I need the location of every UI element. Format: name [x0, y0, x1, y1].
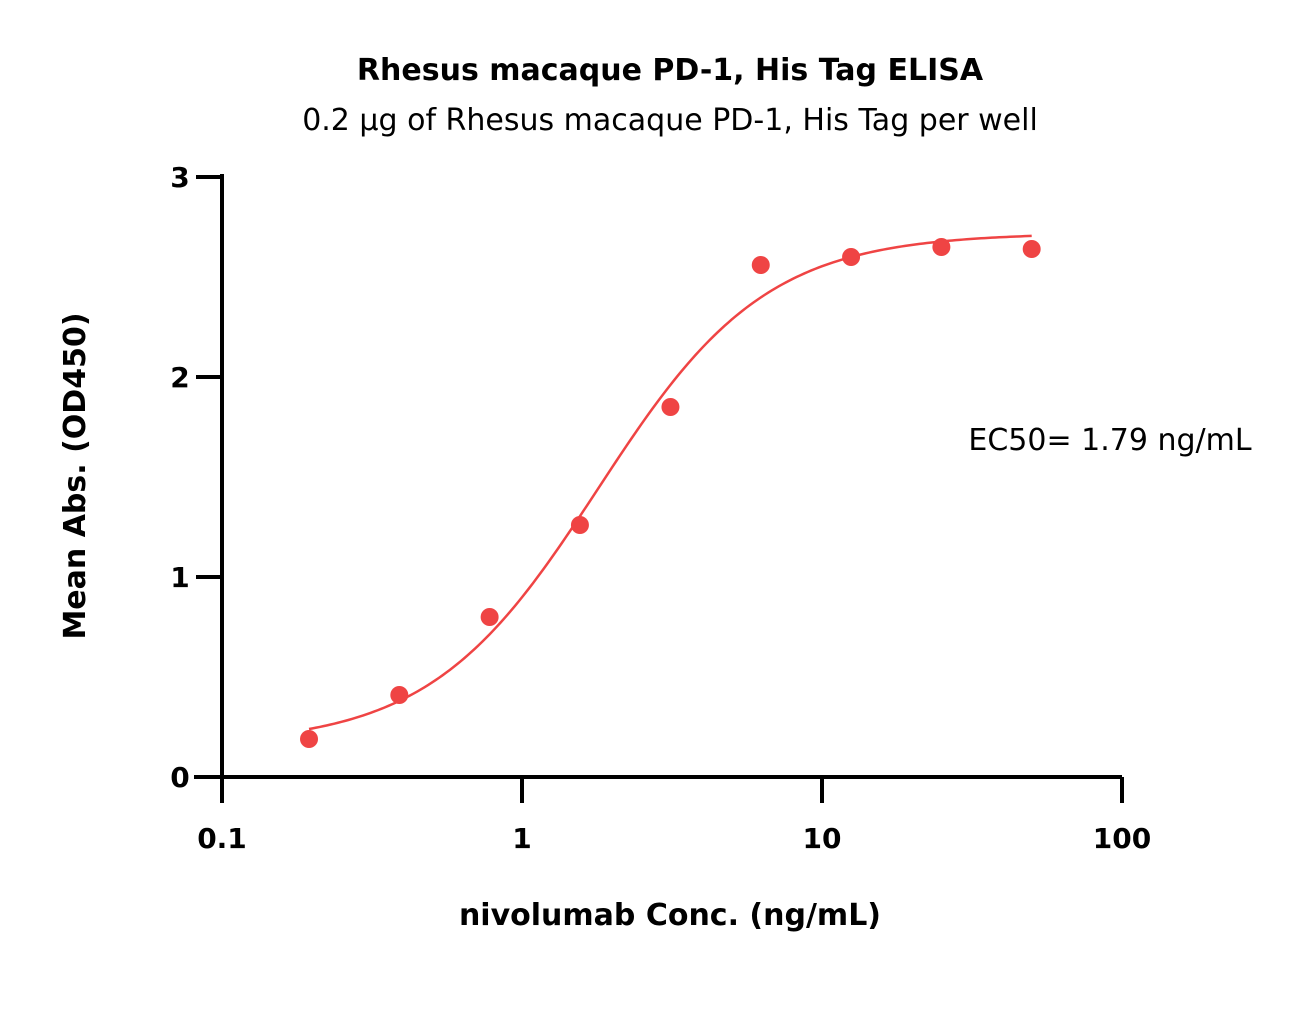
- data-point: [1022, 240, 1041, 258]
- y-tick-label: 0: [170, 761, 189, 794]
- axes: [194, 174, 1122, 799]
- y-tick-label: 1: [170, 561, 189, 594]
- data-point: [300, 730, 319, 748]
- data-point: [661, 398, 680, 416]
- data-point: [932, 238, 951, 256]
- x-axis-label: nivolumab Conc. (ng/mL): [459, 898, 881, 933]
- y-tick-label: 3: [170, 161, 189, 194]
- ec50-annotation: EC50= 1.79 ng/mL: [968, 423, 1251, 458]
- chart-title: Rhesus macaque PD-1, His Tag ELISA: [357, 53, 984, 88]
- chart-subtitle: 0.2 µg of Rhesus macaque PD-1, His Tag p…: [302, 103, 1038, 138]
- x-ticks: 0.1 1 10 100: [197, 777, 1151, 855]
- y-ticks: 0 1 2 3: [170, 161, 222, 794]
- data-point: [570, 516, 589, 534]
- y-axis-label: Mean Abs. (OD450): [58, 312, 93, 639]
- data-point: [751, 256, 770, 274]
- x-tick-label: 10: [803, 822, 842, 855]
- data-point: [480, 608, 499, 626]
- y-tick-label: 2: [170, 361, 189, 394]
- x-tick-label: 1: [512, 822, 531, 855]
- data-point: [390, 686, 409, 704]
- fit-curve: [308, 234, 1032, 731]
- data-point: [842, 248, 861, 266]
- x-tick-label: 100: [1093, 822, 1151, 855]
- x-tick-label: 0.1: [197, 822, 247, 855]
- data-points: [300, 238, 1041, 748]
